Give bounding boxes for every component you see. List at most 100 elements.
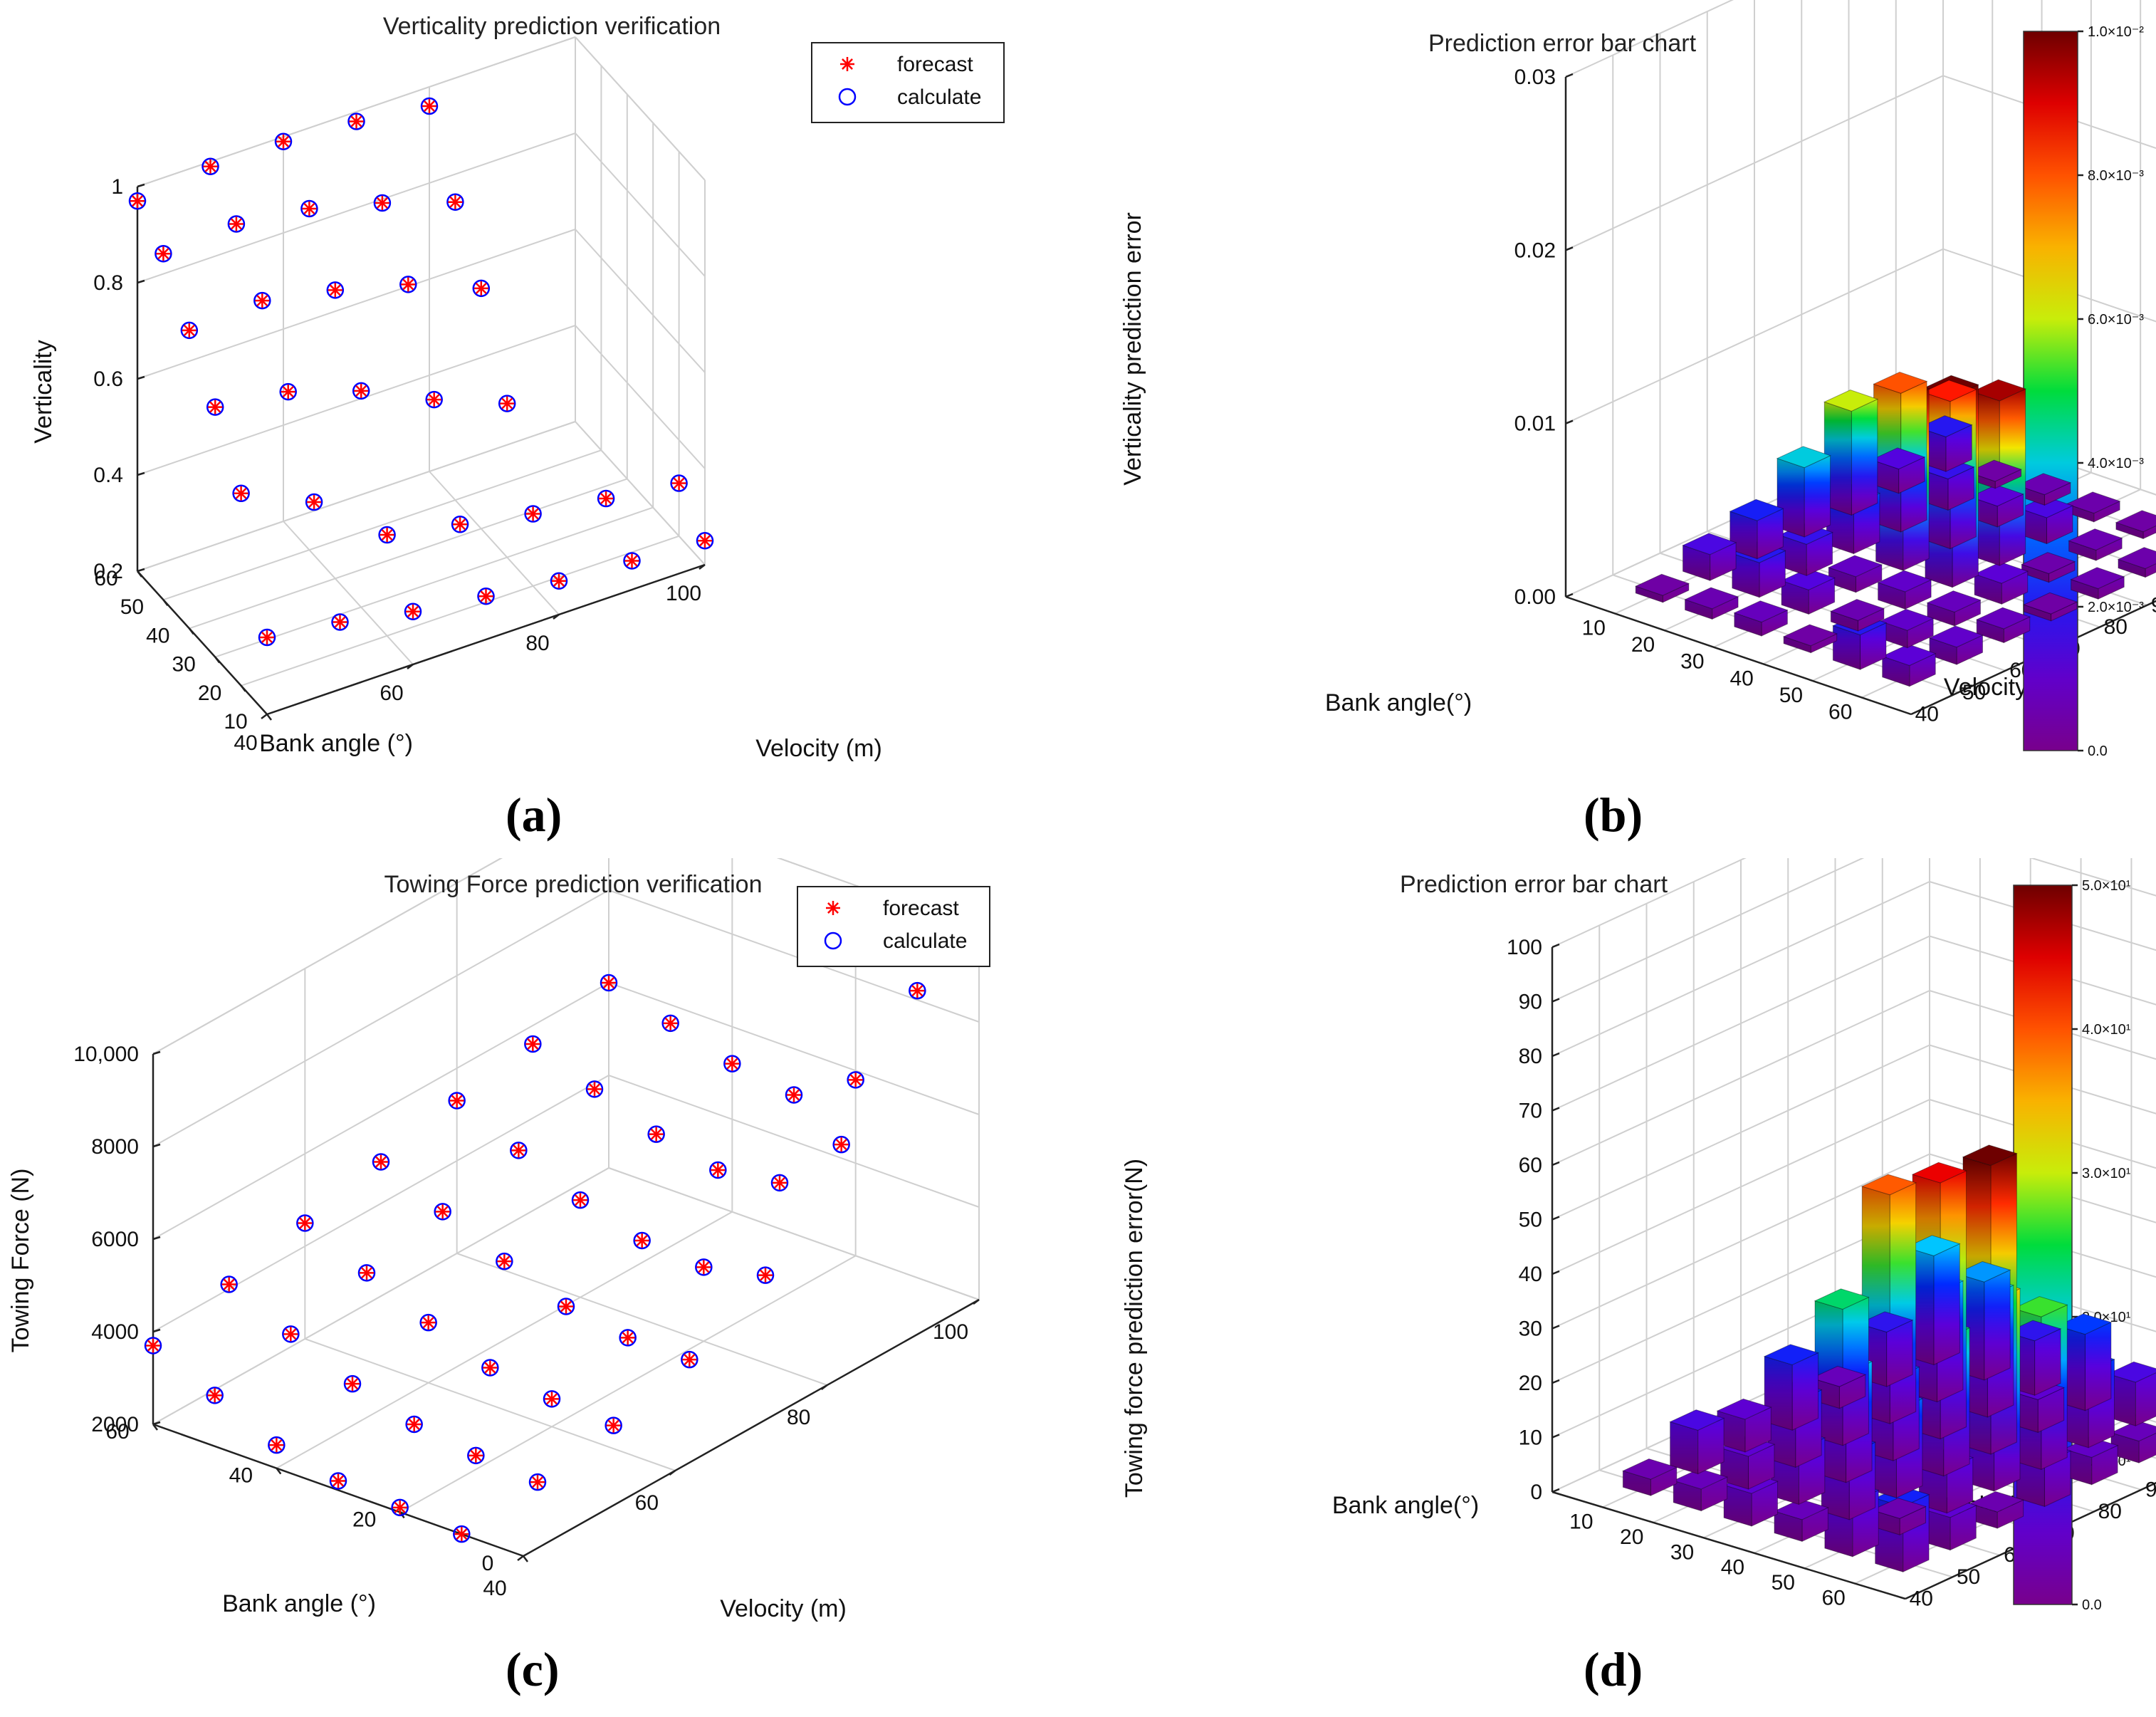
chart-title: Verticality prediction verification [383,13,721,40]
z-tick-label: 70 [1519,1100,1542,1123]
data-point-forecast [345,1377,360,1392]
grid-line [1929,990,2156,1060]
panel-label-c: (c) [506,1642,560,1696]
data-point-calculate [329,1472,347,1490]
y-tick-label: 50 [1779,684,1803,707]
data-point-forecast [511,1143,526,1158]
z-tick [152,1328,161,1333]
data-point-forecast [269,1438,284,1453]
grid-line [429,471,560,615]
x-tick-label: 100 [933,1320,968,1344]
grid-line [137,421,576,572]
data-point-calculate [128,192,147,210]
grid-line [214,506,654,658]
y-axis [152,1423,524,1557]
data-point-calculate [373,194,392,212]
data-point-calculate [756,1266,775,1284]
z-tick [1565,246,1574,251]
z-tick-label: 10 [1519,1426,1542,1450]
data-point-calculate [696,532,714,550]
data-point-forecast [207,1388,222,1403]
data-point-calculate [202,157,219,175]
grid-line [575,325,706,469]
y-tick [240,685,246,692]
grid-line [1942,75,2156,150]
data-point-forecast [469,1448,483,1463]
error-bar [1881,644,1937,687]
z-tick-label: 40 [1519,1263,1542,1286]
data-point-forecast [406,604,420,619]
grid-line [152,982,609,1240]
panel-label-b: (b) [1584,788,1643,842]
panel-label-d: (d) [1584,1642,1643,1696]
data-point-calculate [434,1203,451,1221]
error-bar [2106,1361,2156,1426]
data-point-calculate [524,1035,542,1053]
grid-line [152,1075,609,1332]
data-point-forecast [787,1087,801,1102]
y-tick-label: 60 [105,1420,129,1444]
data-point-forecast [682,1352,697,1367]
data-point-calculate [258,628,276,647]
colorbar-tick-label: 0.0 [2082,1597,2102,1613]
grid-line [276,1211,733,1469]
data-point-forecast [530,1475,545,1490]
data-point-forecast [711,1163,726,1177]
z-tick-label: 1 [111,175,123,199]
error-bar [1682,533,1737,582]
data-point-calculate [550,572,568,590]
error-bar [1733,600,1789,637]
data-point-forecast [698,533,712,548]
data-point-calculate [144,1337,162,1355]
grid-line [575,421,706,565]
panel-a: 40 60 80 100 10 20 30 40 50 60 0.2 0.4 0.6 0.8 1 Vertic… [0,0,1078,858]
data-point-forecast [649,1127,664,1142]
y-axis-label: Bank angle (°) [222,1590,376,1617]
colorbar-tick-label: 4.0×10¹ [2082,1022,2131,1038]
chart-d: 0102030405060708090100405060708090100102… [1121,858,2156,1613]
data-point-calculate [633,1231,651,1250]
x-tick [407,664,414,669]
grid-line [399,1255,857,1513]
z-tick-label: 2000 [91,1413,139,1436]
error-bar [1968,1491,2025,1529]
data-point-calculate [467,1446,485,1465]
error-bar [1823,390,1879,516]
x-tick [553,614,560,620]
z-tick-label: 0.02 [1514,239,1556,262]
z-tick-label: 0.6 [93,367,123,391]
y-tick-label: 20 [352,1508,376,1531]
data-point-calculate [585,1080,604,1098]
data-point-calculate [331,613,349,631]
data-point-forecast [380,528,394,543]
data-point-calculate [220,1275,238,1293]
data-point-forecast [146,1338,160,1353]
data-point-forecast [421,1315,436,1330]
data-point-calculate [282,1325,300,1343]
data-point-forecast [620,1330,635,1345]
error-bar [1729,499,1784,560]
z-tick-label: 60 [1519,1154,1542,1177]
error-bar [1782,624,1838,654]
data-point-forecast [401,277,416,292]
x-tick-label: 100 [666,582,701,605]
x-tick-label: 80 [2098,1500,2122,1523]
z-tick-label: 0.03 [1514,66,1556,89]
y-tick-label: 50 [120,595,144,619]
y-tick [162,599,169,606]
x-tick [698,564,706,570]
grid-line [575,229,706,373]
z-tick [1551,943,1560,949]
error-bar [1776,446,1831,538]
error-bar [2117,547,2156,578]
data-point-calculate [619,1329,637,1347]
data-point-calculate [391,1498,409,1517]
data-point-forecast [663,1016,678,1030]
data-point-forecast [552,573,566,588]
data-point-calculate [155,244,172,263]
z-tick [152,1050,161,1055]
data-point-forecast [525,1037,540,1051]
x-tick [517,1555,524,1561]
x-tick [973,1299,980,1305]
data-point-forecast [435,1204,450,1219]
